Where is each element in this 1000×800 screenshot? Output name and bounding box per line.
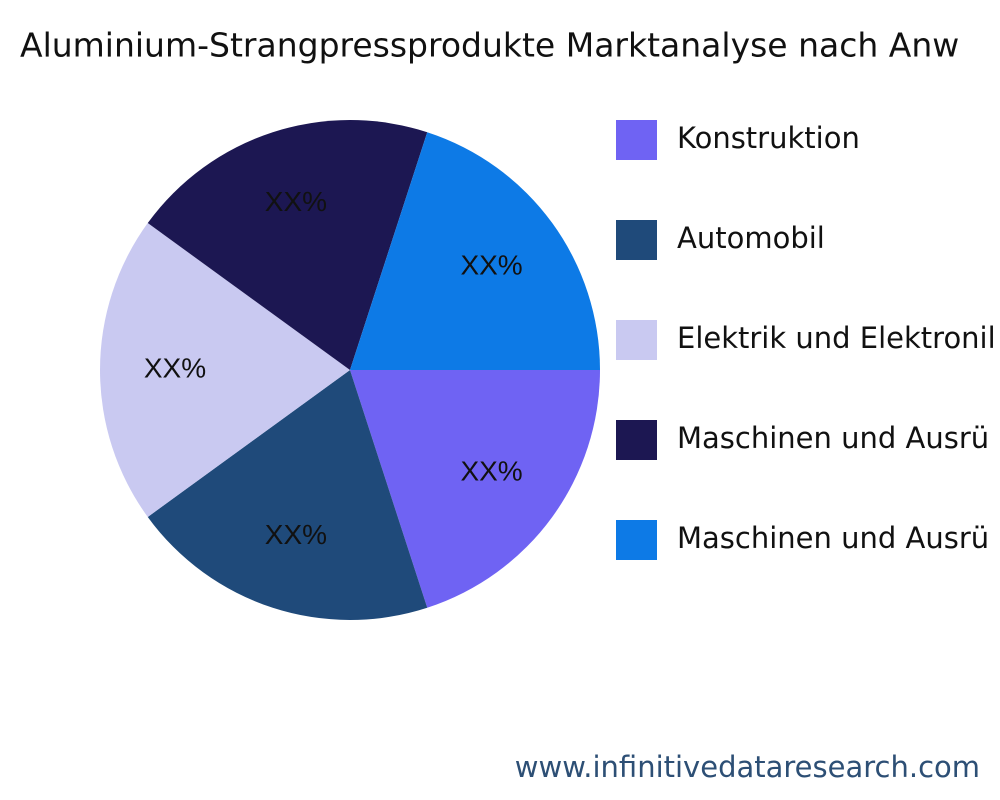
data-label: XX%: [265, 519, 327, 550]
legend-swatch: [616, 120, 657, 160]
legend-label: Automobil: [677, 221, 825, 255]
legend-swatch: [616, 520, 657, 560]
data-label: XX%: [460, 455, 522, 486]
legend-swatch: [616, 420, 657, 460]
chart-title: Aluminium-Strangpressprodukte Marktanaly…: [20, 26, 959, 65]
pie-slice: [100, 223, 350, 517]
legend-swatch: [616, 220, 657, 260]
pie-slice: [350, 370, 600, 608]
legend-label: Elektrik und Elektronil: [677, 321, 996, 355]
data-label: XX%: [144, 352, 206, 383]
data-label: XX%: [265, 186, 327, 217]
pie-slice: [147, 370, 428, 620]
source: www.infinitivedataresearch.com: [515, 750, 980, 784]
legend-label: Konstruktion: [677, 121, 860, 155]
data-label: XX%: [460, 250, 522, 281]
pie-slice: [350, 132, 600, 370]
legend-swatch: [616, 320, 657, 360]
legend-label: Maschinen und Ausrü: [677, 421, 989, 455]
pie-slice: [147, 120, 428, 370]
legend-label: Maschinen und Ausrü: [677, 521, 989, 555]
